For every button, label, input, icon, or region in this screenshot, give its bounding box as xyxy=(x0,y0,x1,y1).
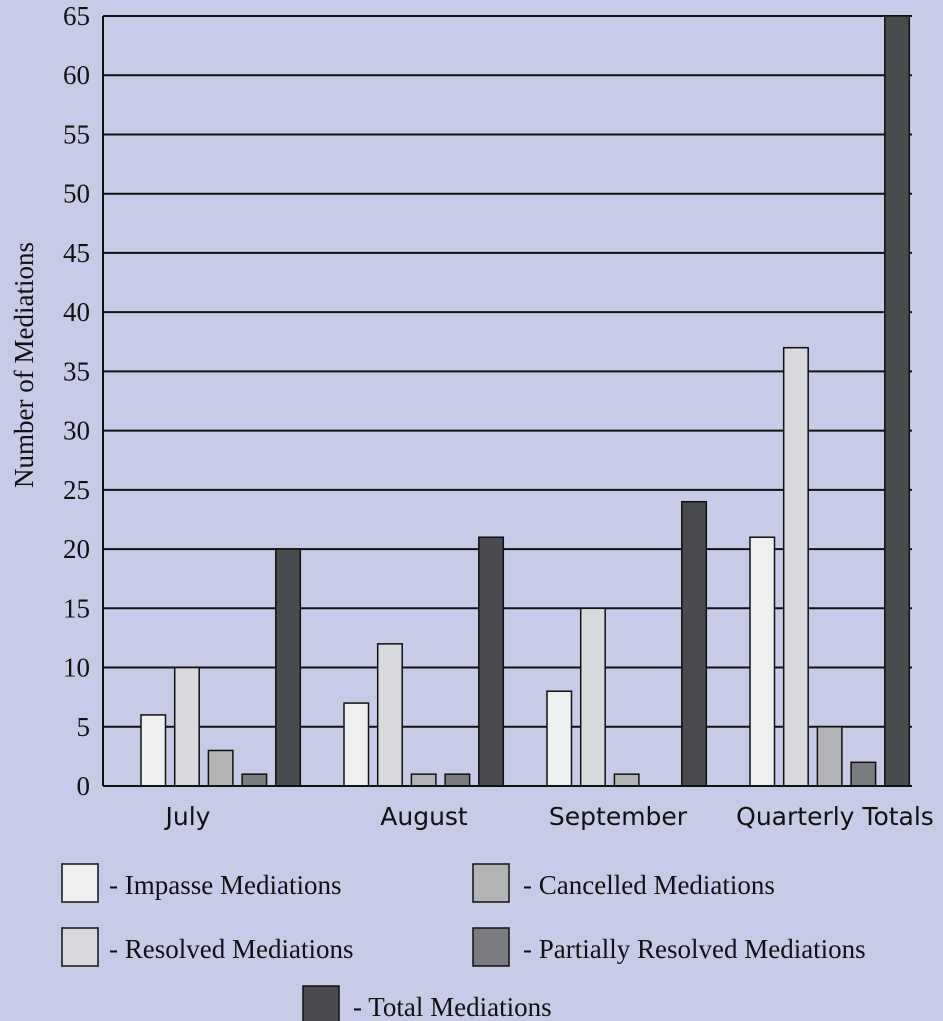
legend-swatch xyxy=(472,863,510,903)
legend-item-resolved-mediations: - Resolved Mediations xyxy=(61,927,353,967)
y-tick-label: 20 xyxy=(63,534,90,564)
bar-quarterly-totals-impasse-mediations xyxy=(749,536,776,787)
bar-september-impasse-mediations xyxy=(546,690,573,787)
legend-label: - Resolved Mediations xyxy=(109,934,353,964)
bar-august-resolved-mediations xyxy=(376,643,403,787)
y-tick-label: 40 xyxy=(63,297,90,327)
legend-item-total-mediations: - Total Mediations xyxy=(302,985,552,1021)
bar-september-cancelled-mediations xyxy=(613,773,640,787)
y-axis-title: Number of Mediations xyxy=(9,242,39,488)
y-tick-label: 50 xyxy=(63,179,90,209)
legend-label: - Cancelled Mediations xyxy=(523,870,775,900)
legend-label: - Total Mediations xyxy=(353,992,552,1021)
y-tick-label: 30 xyxy=(63,416,90,446)
legend-item-cancelled-mediations: - Cancelled Mediations xyxy=(472,863,775,903)
legend-label: - Partially Resolved Mediations xyxy=(523,934,866,964)
x-category-label: September xyxy=(549,802,688,831)
bar-quarterly-totals-cancelled-mediations xyxy=(816,726,843,787)
bar-july-total-mediations xyxy=(275,548,302,787)
bar-july-partially-resolved-mediations xyxy=(241,773,268,787)
legend: - Impasse Mediations - Resolved Mediation… xyxy=(61,863,866,1021)
legend-swatch xyxy=(61,927,99,967)
bars xyxy=(140,15,911,787)
bar-quarterly-totals-resolved-mediations xyxy=(782,346,809,787)
bar-august-total-mediations xyxy=(478,536,505,787)
y-tick-label: 35 xyxy=(63,356,90,386)
y-tick-label: 65 xyxy=(63,1,90,31)
bar-august-impasse-mediations xyxy=(343,702,370,787)
x-category-label: July xyxy=(164,802,211,831)
legend-swatch xyxy=(472,927,510,967)
x-category-label: Quarterly Totals xyxy=(736,802,934,831)
bar-quarterly-totals-partially-resolved-mediations xyxy=(850,761,877,787)
y-tick-label: 0 xyxy=(77,771,91,801)
y-tick-label: 60 xyxy=(63,60,90,90)
y-tick-label: 45 xyxy=(63,238,90,268)
bar-august-cancelled-mediations xyxy=(410,773,437,787)
gridlines xyxy=(103,15,912,728)
bar-september-total-mediations xyxy=(681,500,708,787)
bar-july-impasse-mediations xyxy=(140,714,167,787)
y-tick-label: 5 xyxy=(77,712,91,742)
x-category-label: August xyxy=(380,802,468,831)
y-tick-label: 55 xyxy=(63,119,90,149)
bar-september-resolved-mediations xyxy=(579,607,606,787)
legend-item-impasse-mediations: - Impasse Mediations xyxy=(61,863,341,903)
y-tick-label: 15 xyxy=(63,593,90,623)
y-tick-label: 10 xyxy=(63,653,90,683)
bar-quarterly-totals-total-mediations xyxy=(884,15,911,787)
bar-august-partially-resolved-mediations xyxy=(444,773,471,787)
bar-july-resolved-mediations xyxy=(173,666,200,787)
bar-july-cancelled-mediations xyxy=(207,749,234,787)
legend-item-partially-resolved-mediations: - Partially Resolved Mediations xyxy=(472,927,866,967)
axes: 0 5 10 15 20 25 30 35 40 45 50 55 60 65 July August Sept… xyxy=(63,1,934,831)
legend-label: - Impasse Mediations xyxy=(109,870,341,900)
y-tick-label: 25 xyxy=(63,475,90,505)
legend-swatch xyxy=(61,863,99,903)
legend-swatch xyxy=(302,985,340,1021)
